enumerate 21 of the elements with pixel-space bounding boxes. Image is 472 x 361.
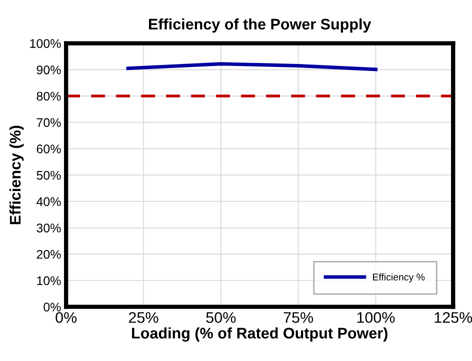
x-tick-label: 100%	[357, 312, 395, 323]
y-tick-label: 90%	[36, 65, 61, 74]
y-tick-label: 20%	[36, 250, 61, 259]
y-axis-title: Efficiency (%)	[9, 126, 24, 224]
x-tick-label: 0%	[56, 312, 77, 323]
x-tick-label: 125%	[434, 312, 472, 323]
y-tick-label: 80%	[36, 92, 61, 101]
chart-title: Efficiency of the Power Supply	[148, 18, 372, 33]
y-tick-label: 30%	[36, 224, 61, 232]
x-axis-title: Loading (% of Rated Output Power)	[132, 327, 388, 342]
y-tick-label: 60%	[36, 144, 61, 154]
x-tick-label: 25%	[128, 312, 158, 323]
y-tick-label: 100%	[30, 39, 61, 48]
y-tick-label: 70%	[36, 118, 61, 128]
x-tick-label: 50%	[206, 312, 236, 323]
x-tick-label: 75%	[284, 312, 314, 323]
y-tick-label: 10%	[37, 276, 61, 286]
y-tick-label: 50%	[36, 170, 61, 180]
legend-label: Efficiency %	[373, 273, 425, 282]
y-tick-label: 0%	[44, 302, 61, 312]
y-tick-label: 40%	[36, 197, 61, 206]
